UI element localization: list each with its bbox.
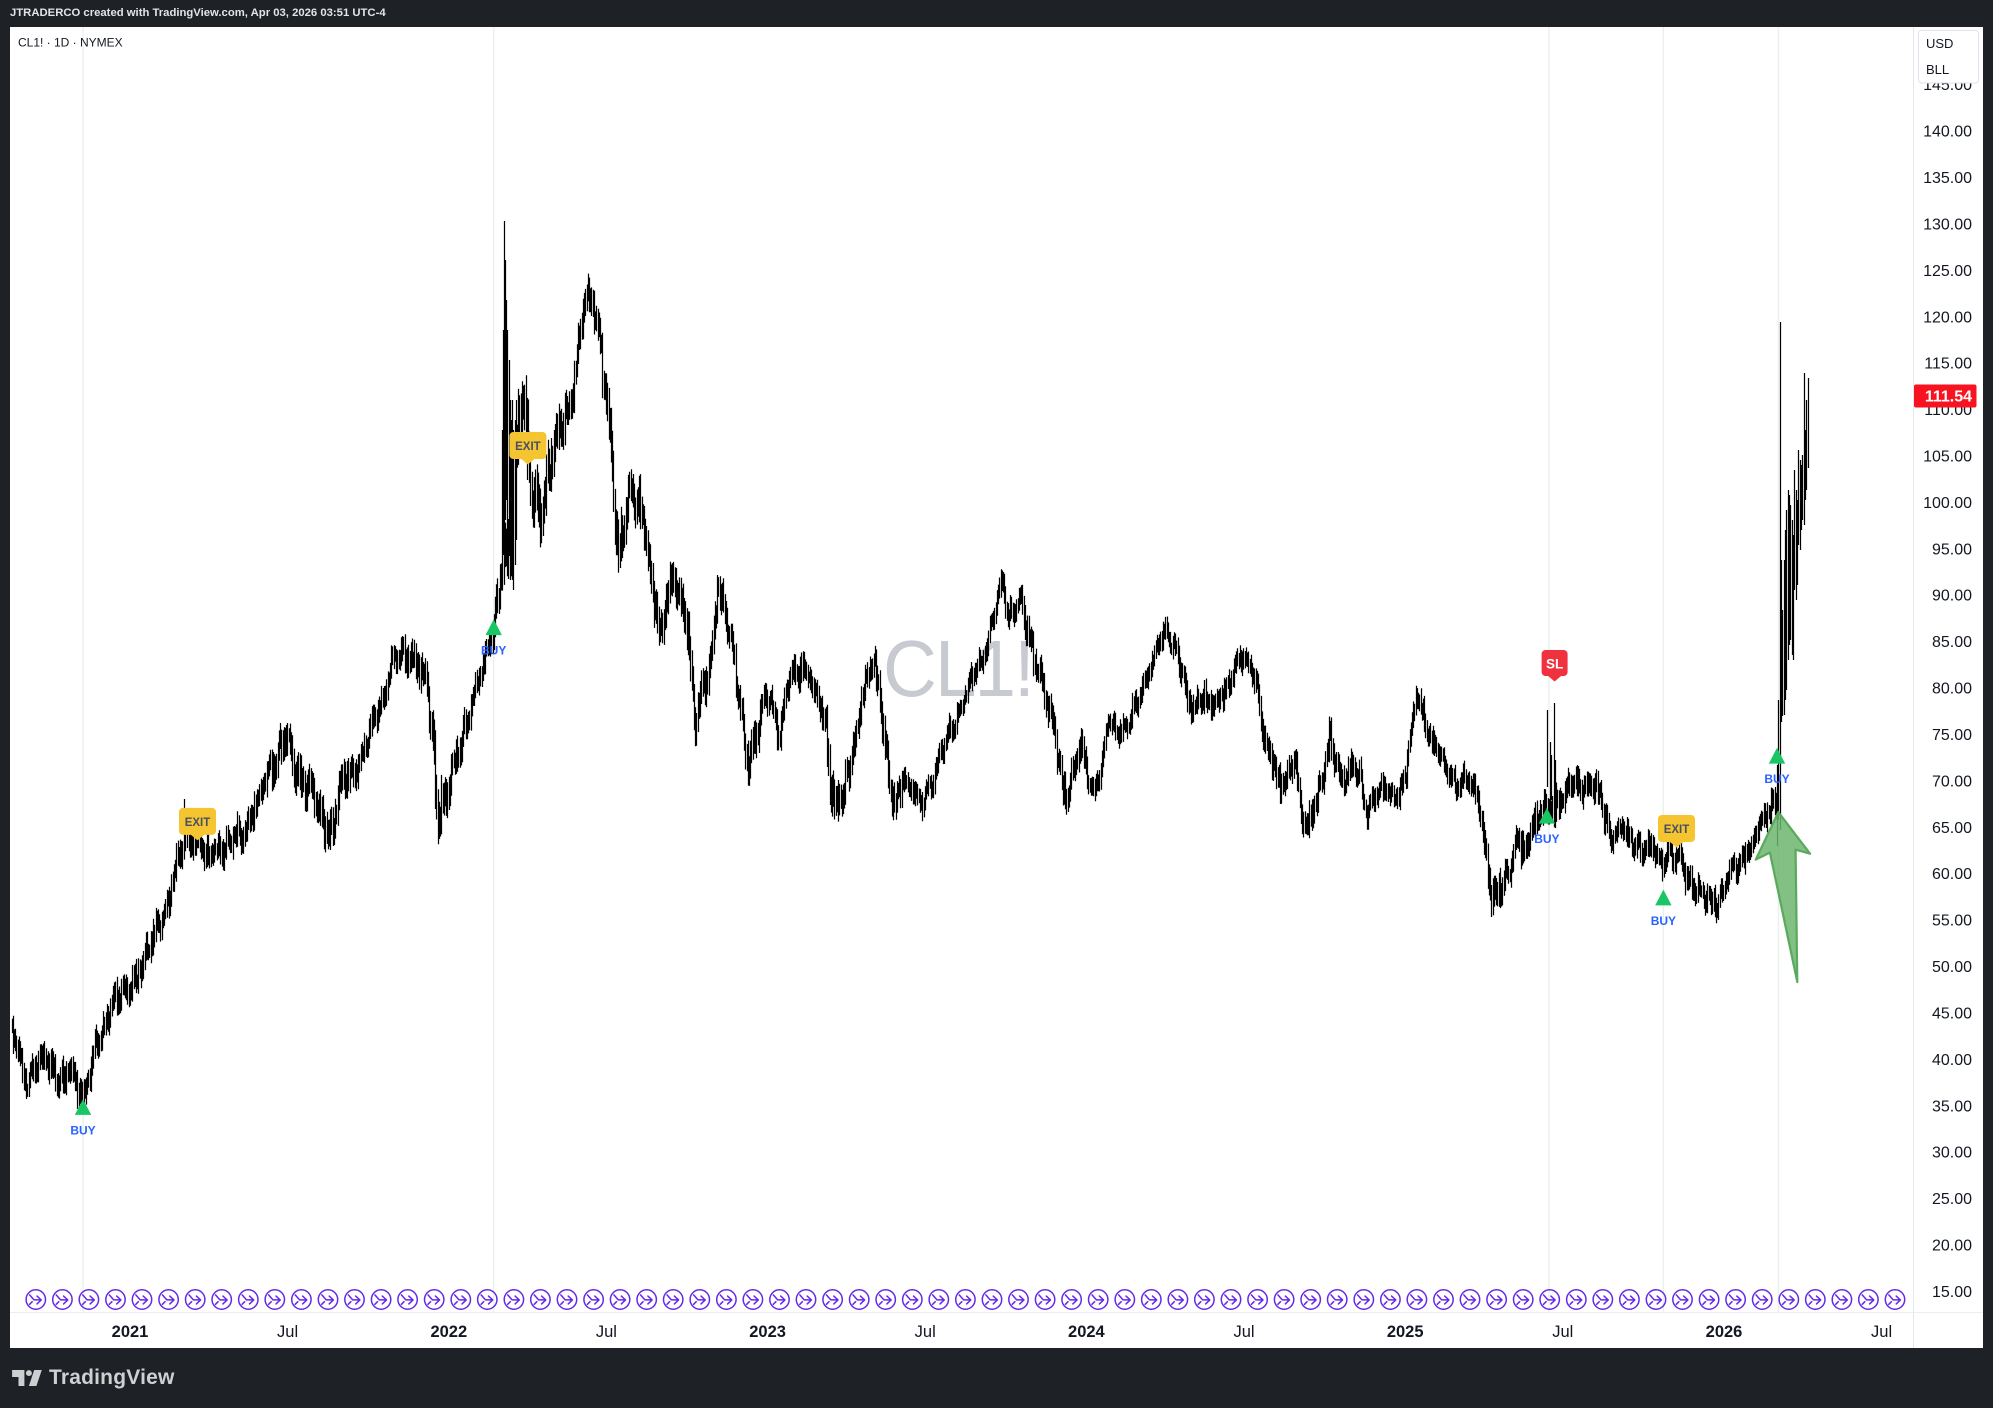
svg-text:85.00: 85.00 <box>1932 634 1972 651</box>
svg-text:EXIT: EXIT <box>1664 824 1690 836</box>
svg-text:90.00: 90.00 <box>1932 588 1972 605</box>
svg-text:111.54: 111.54 <box>1925 389 1972 406</box>
svg-text:CL1!: CL1! <box>883 624 1033 713</box>
svg-text:2026: 2026 <box>1706 1323 1743 1341</box>
svg-text:50.00: 50.00 <box>1932 959 1972 976</box>
svg-text:CL1! · 1D · NYMEX: CL1! · 1D · NYMEX <box>18 36 123 50</box>
svg-text:Jul: Jul <box>1233 1323 1254 1341</box>
svg-text:40.00: 40.00 <box>1932 1052 1972 1069</box>
svg-text:80.00: 80.00 <box>1932 681 1972 698</box>
svg-text:75.00: 75.00 <box>1932 727 1972 744</box>
svg-text:Jul: Jul <box>915 1323 936 1341</box>
svg-text:45.00: 45.00 <box>1932 1006 1972 1023</box>
svg-text:BUY: BUY <box>481 644 506 658</box>
svg-text:95.00: 95.00 <box>1932 541 1972 558</box>
svg-text:EXIT: EXIT <box>185 817 211 829</box>
svg-text:135.00: 135.00 <box>1923 170 1972 187</box>
svg-text:115.00: 115.00 <box>1924 356 1972 373</box>
svg-text:30.00: 30.00 <box>1932 1145 1972 1162</box>
svg-text:20.00: 20.00 <box>1932 1238 1972 1255</box>
svg-text:55.00: 55.00 <box>1932 913 1972 930</box>
svg-text:BUY: BUY <box>70 1123 95 1137</box>
svg-text:2021: 2021 <box>112 1323 149 1341</box>
svg-text:60.00: 60.00 <box>1932 866 1972 883</box>
svg-text:125.00: 125.00 <box>1923 263 1972 280</box>
svg-text:BUY: BUY <box>1534 832 1559 846</box>
svg-text:BUY: BUY <box>1764 772 1789 786</box>
svg-text:BLL: BLL <box>1926 62 1949 77</box>
svg-text:USD: USD <box>1926 36 1953 51</box>
svg-text:2023: 2023 <box>749 1323 786 1341</box>
svg-text:70.00: 70.00 <box>1932 773 1972 790</box>
svg-text:15.00: 15.00 <box>1932 1284 1972 1301</box>
svg-text:SL: SL <box>1546 657 1563 672</box>
svg-text:Jul: Jul <box>1871 1323 1892 1341</box>
svg-text:2025: 2025 <box>1387 1323 1424 1341</box>
svg-text:BUY: BUY <box>1651 914 1676 928</box>
svg-text:Jul: Jul <box>277 1323 298 1341</box>
svg-text:35.00: 35.00 <box>1932 1098 1972 1115</box>
svg-text:120.00: 120.00 <box>1923 309 1972 326</box>
svg-text:2024: 2024 <box>1068 1323 1106 1341</box>
svg-text:105.00: 105.00 <box>1923 449 1972 466</box>
svg-text:130.00: 130.00 <box>1923 216 1972 233</box>
svg-text:140.00: 140.00 <box>1923 124 1972 141</box>
svg-text:100.00: 100.00 <box>1923 495 1972 512</box>
svg-text:25.00: 25.00 <box>1932 1191 1972 1208</box>
svg-text:65.00: 65.00 <box>1932 820 1972 837</box>
svg-text:Jul: Jul <box>1552 1323 1573 1341</box>
svg-text:2022: 2022 <box>430 1323 467 1341</box>
svg-text:Jul: Jul <box>596 1323 617 1341</box>
svg-text:EXIT: EXIT <box>515 441 541 453</box>
